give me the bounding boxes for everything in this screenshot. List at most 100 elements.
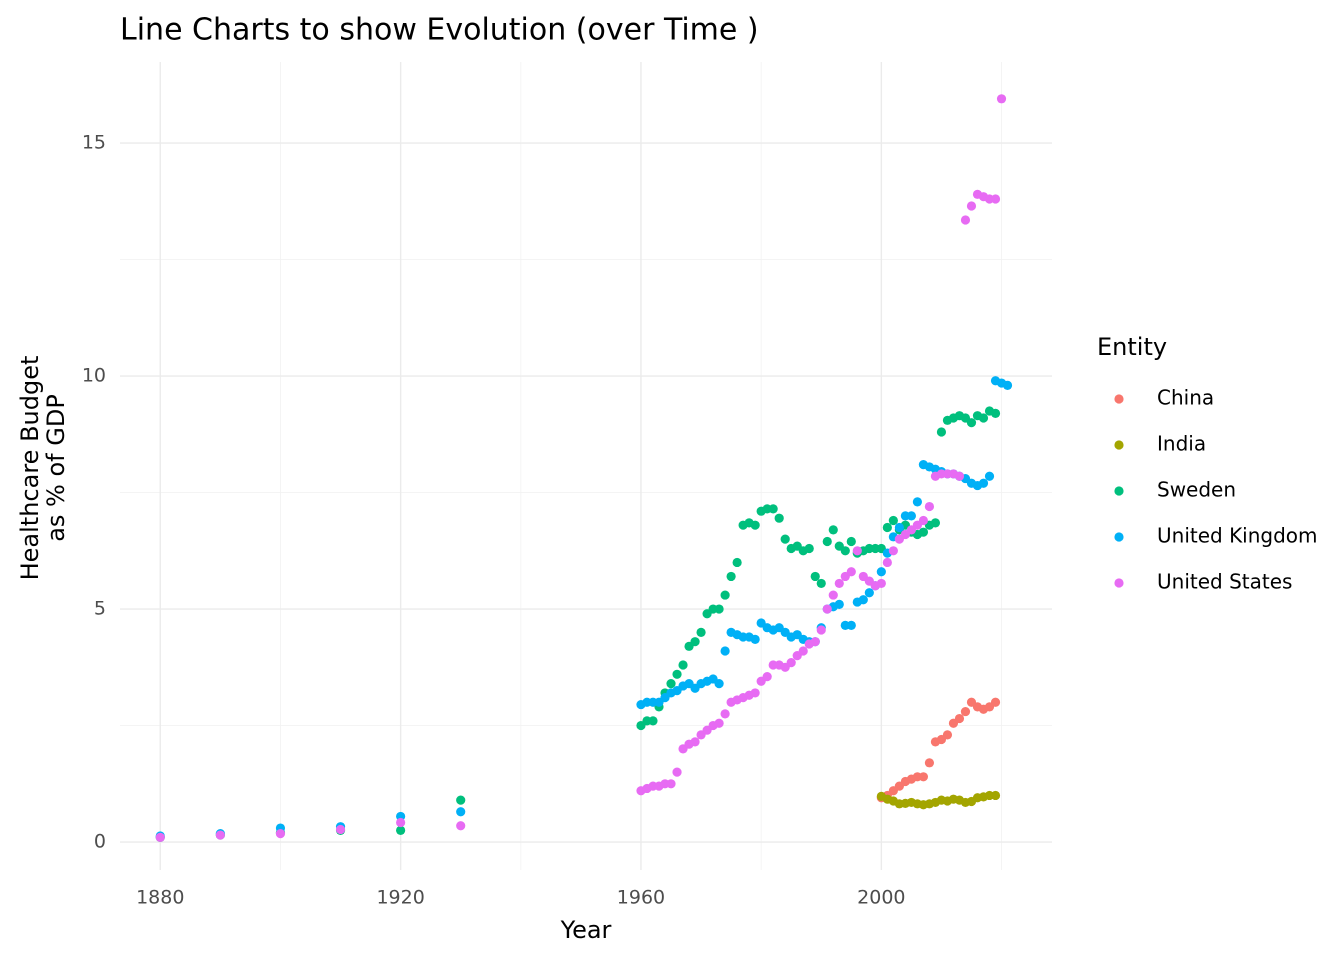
point <box>990 194 1001 204</box>
point <box>816 625 826 635</box>
legend-marker <box>1114 532 1124 542</box>
point <box>666 679 676 689</box>
point <box>798 646 808 656</box>
point <box>215 830 225 840</box>
y-axis-title: Healthcare Budget as % of GDP <box>16 356 70 581</box>
x-tick-label: 1880 <box>136 887 184 909</box>
point <box>822 604 832 614</box>
point <box>882 557 892 568</box>
point <box>810 637 820 647</box>
point <box>720 646 730 656</box>
y-tick-label: 0 <box>94 831 106 853</box>
point <box>978 478 989 488</box>
point <box>888 515 898 526</box>
y-axis-title-line: as % of GDP <box>42 394 70 542</box>
point <box>996 94 1007 104</box>
point <box>762 672 772 682</box>
point <box>396 817 406 828</box>
point <box>882 522 892 533</box>
point <box>750 688 760 698</box>
point <box>690 737 700 747</box>
point <box>894 522 904 533</box>
point <box>852 546 862 556</box>
point <box>876 578 886 589</box>
point <box>990 790 1001 801</box>
point <box>750 634 760 644</box>
point <box>828 525 838 535</box>
point <box>954 471 965 481</box>
series <box>155 94 1007 842</box>
legend-label: United States <box>1157 570 1292 594</box>
point <box>918 527 929 537</box>
point <box>720 590 730 600</box>
point <box>876 567 886 577</box>
x-tick-label: 1960 <box>617 887 665 909</box>
point <box>780 534 790 544</box>
point <box>672 767 682 777</box>
point <box>335 824 346 835</box>
series <box>876 697 1001 803</box>
point <box>918 772 929 782</box>
legend-label: United Kingdom <box>1157 524 1318 548</box>
point <box>720 709 730 719</box>
point <box>834 599 844 609</box>
point <box>990 408 1001 418</box>
point <box>672 669 682 679</box>
point <box>696 627 706 637</box>
grid <box>120 62 1052 870</box>
point <box>666 779 676 789</box>
point <box>858 595 868 605</box>
point <box>846 536 856 547</box>
point <box>456 807 466 817</box>
point <box>984 471 995 481</box>
y-tick-label: 15 <box>82 132 106 154</box>
point <box>960 706 971 717</box>
point <box>924 501 935 512</box>
legend-label: Sweden <box>1157 478 1236 502</box>
point <box>726 571 736 582</box>
y-tick-label: 10 <box>82 365 106 387</box>
legend-label: India <box>1157 432 1206 456</box>
point <box>846 620 856 630</box>
point <box>648 716 658 726</box>
point <box>774 513 784 523</box>
point <box>155 832 165 842</box>
point <box>966 418 977 428</box>
point <box>678 660 688 670</box>
y-tick-label: 5 <box>94 598 106 620</box>
point <box>930 518 941 528</box>
point <box>918 515 929 526</box>
point <box>954 713 965 724</box>
point <box>906 511 916 521</box>
point <box>810 571 820 582</box>
point <box>822 536 832 547</box>
point <box>714 718 724 728</box>
point <box>888 546 898 556</box>
point <box>966 201 977 211</box>
point <box>714 679 724 689</box>
y-axis-title-line: Healthcare Budget <box>16 356 44 581</box>
legend-label: China <box>1157 386 1214 410</box>
point <box>456 795 466 805</box>
legend-marker <box>1114 394 1124 404</box>
x-tick-label: 2000 <box>857 887 905 909</box>
point <box>804 543 814 554</box>
point <box>275 829 286 839</box>
point <box>924 758 935 768</box>
point <box>786 658 796 668</box>
series <box>876 790 1001 810</box>
point <box>990 697 1001 707</box>
point <box>714 604 724 614</box>
point <box>840 546 850 556</box>
point <box>828 590 838 600</box>
legend-marker <box>1114 486 1124 496</box>
series <box>155 406 1001 842</box>
x-axis-title: Year <box>560 916 612 944</box>
point <box>912 497 922 507</box>
legend-title: Entity <box>1097 333 1167 361</box>
point <box>816 578 826 589</box>
point <box>978 413 989 423</box>
x-tick-label: 1920 <box>376 887 424 909</box>
point <box>690 637 700 647</box>
